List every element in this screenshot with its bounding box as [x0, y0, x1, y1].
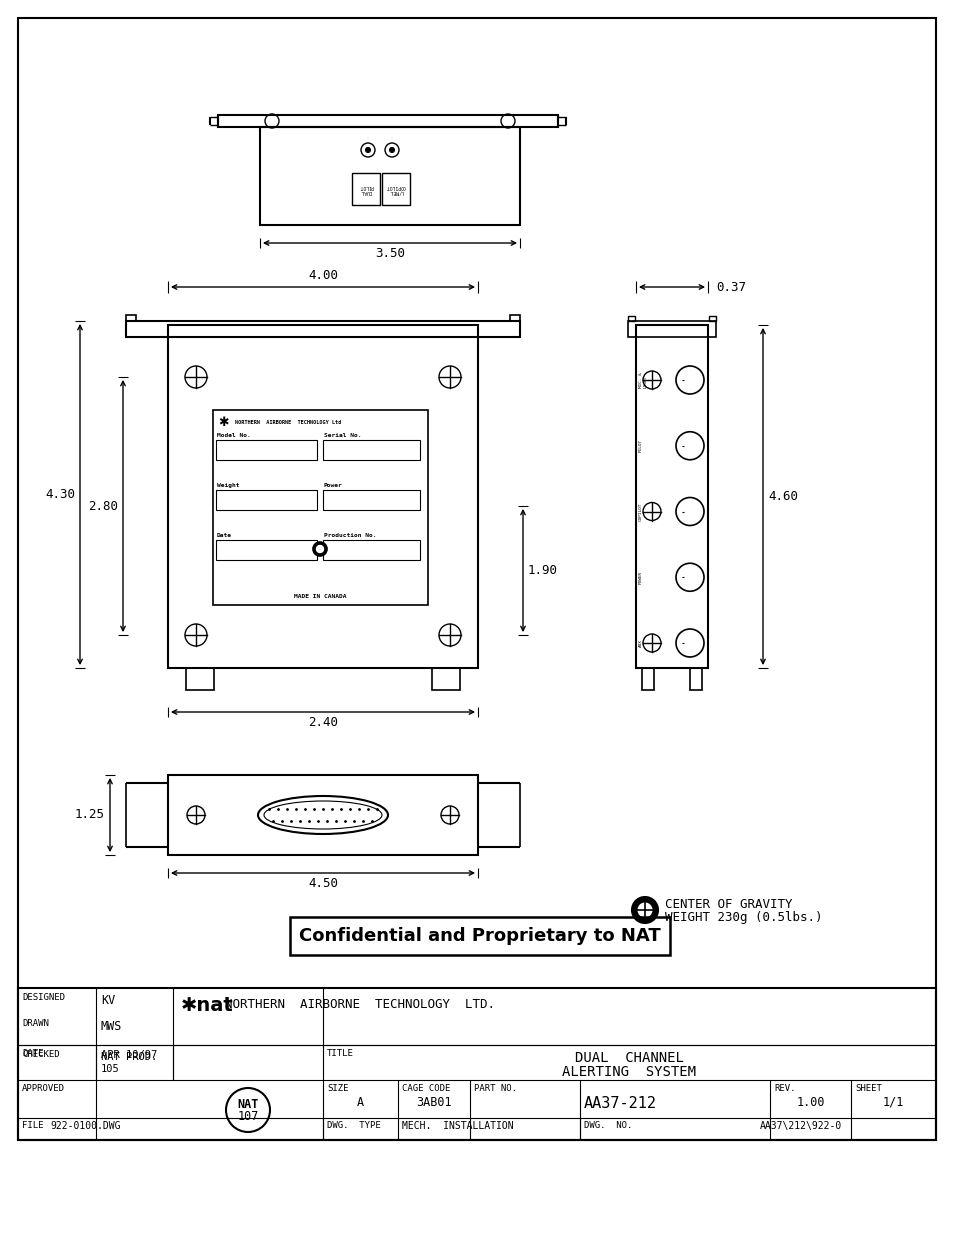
Circle shape	[365, 147, 370, 152]
Text: 3AB01: 3AB01	[416, 1095, 452, 1109]
Bar	[168, 325, 477, 668]
Bar	[381, 173, 410, 205]
Text: 1.25: 1.25	[75, 809, 105, 821]
Text: DUAL
PILOT: DUAL PILOT	[358, 184, 373, 194]
Text: SHEET: SHEET	[854, 1084, 881, 1093]
Text: 4.00: 4.00	[308, 269, 337, 282]
Text: Power: Power	[324, 483, 342, 488]
Text: KV: KV	[101, 994, 115, 1007]
Circle shape	[631, 897, 658, 923]
Text: MADE IN CANADA: MADE IN CANADA	[294, 594, 346, 599]
Text: Weight: Weight	[216, 483, 239, 488]
Text: 2.80: 2.80	[88, 499, 118, 513]
Text: 1/1: 1/1	[882, 1095, 903, 1109]
Text: FILE: FILE	[22, 1121, 44, 1130]
Ellipse shape	[264, 802, 381, 829]
Text: Confidential and Proprietary to NAT: Confidential and Proprietary to NAT	[299, 927, 660, 945]
Text: WEIGHT 230g (0.5lbs.): WEIGHT 230g (0.5lbs.)	[664, 911, 821, 925]
Bar	[627, 316, 635, 321]
Text: 4.60: 4.60	[767, 490, 797, 503]
Text: DWG.  NO.: DWG. NO.	[583, 1121, 632, 1130]
Text: DUAL  CHANNEL: DUAL CHANNEL	[575, 1051, 683, 1065]
Bar	[510, 315, 519, 321]
Bar	[18, 988, 935, 1140]
Bar	[213, 410, 428, 605]
Bar	[218, 115, 558, 127]
Text: APR 10/97: APR 10/97	[101, 1050, 157, 1060]
Text: 3.50: 3.50	[375, 247, 405, 261]
Text: POWER: POWER	[639, 571, 642, 584]
Bar	[126, 315, 136, 321]
Text: CAGE CODE: CAGE CODE	[401, 1084, 450, 1093]
Text: A: A	[356, 1095, 364, 1109]
Circle shape	[313, 542, 327, 556]
Text: REV.: REV.	[773, 1084, 795, 1093]
Bar	[186, 668, 213, 690]
Text: MIC. &
LIGHT: MIC. & LIGHT	[639, 372, 647, 388]
Text: Date: Date	[216, 534, 232, 538]
Bar	[126, 321, 519, 337]
Text: ✱: ✱	[217, 415, 228, 429]
Bar	[627, 321, 716, 337]
Text: APPROVED: APPROVED	[22, 1084, 65, 1093]
Text: CHECKED: CHECKED	[22, 1050, 59, 1058]
Text: ✱nat: ✱nat	[181, 995, 233, 1015]
Text: PART NO.: PART NO.	[474, 1084, 517, 1093]
Text: AA37-212: AA37-212	[583, 1097, 656, 1112]
Text: 922-0100.DWG: 922-0100.DWG	[50, 1121, 120, 1131]
Text: COPILOT: COPILOT	[639, 503, 642, 521]
Circle shape	[389, 147, 395, 152]
Bar	[352, 173, 379, 205]
Text: Model No.: Model No.	[216, 433, 251, 438]
Text: 4.30: 4.30	[45, 488, 75, 501]
Text: NORTHERN  AIRBORNE  TECHNOLOGY Ltd: NORTHERN AIRBORNE TECHNOLOGY Ltd	[234, 420, 341, 425]
Bar	[323, 440, 419, 459]
Bar	[215, 440, 316, 459]
Text: Serial No.: Serial No.	[324, 433, 361, 438]
Bar	[432, 668, 459, 690]
Bar	[641, 668, 654, 690]
Bar	[290, 918, 669, 955]
Text: 4.50: 4.50	[308, 877, 337, 890]
Text: MECH.  INSTALLATION: MECH. INSTALLATION	[401, 1121, 513, 1131]
Bar	[168, 776, 477, 855]
Text: 1.90: 1.90	[527, 564, 558, 577]
Text: 107: 107	[237, 1110, 258, 1124]
Text: AA37\212\922-0: AA37\212\922-0	[760, 1121, 841, 1131]
Bar	[708, 316, 716, 321]
Text: 0.37: 0.37	[716, 280, 745, 294]
Bar	[260, 127, 519, 225]
Text: NAT: NAT	[237, 1098, 258, 1110]
Text: Production No.: Production No.	[324, 534, 376, 538]
Text: DESIGNED: DESIGNED	[22, 993, 65, 1002]
Bar	[215, 490, 316, 510]
Text: 105: 105	[101, 1065, 120, 1074]
Text: ALERTING  SYSTEM: ALERTING SYSTEM	[562, 1065, 696, 1079]
Text: CENTER OF GRAVITY: CENTER OF GRAVITY	[664, 898, 792, 910]
Circle shape	[638, 904, 651, 916]
Text: SIZE: SIZE	[327, 1084, 348, 1093]
Bar	[215, 540, 316, 559]
Text: NORTHERN  AIRBORNE  TECHNOLOGY  LTD.: NORTHERN AIRBORNE TECHNOLOGY LTD.	[225, 998, 495, 1011]
Bar	[689, 668, 701, 690]
Text: DWG.  TYPE: DWG. TYPE	[327, 1121, 380, 1130]
Text: PILOT: PILOT	[639, 440, 642, 452]
Circle shape	[316, 546, 323, 552]
Text: TITLE: TITLE	[327, 1049, 354, 1058]
Text: DATE: DATE	[22, 1049, 44, 1058]
Text: AUX: AUX	[639, 638, 642, 647]
Text: DRAWN: DRAWN	[22, 1020, 49, 1029]
Bar	[636, 325, 707, 668]
Text: 2.40: 2.40	[308, 716, 337, 729]
Bar	[323, 540, 419, 559]
Text: NAT PROD.: NAT PROD.	[101, 1052, 157, 1062]
Text: L/MEL
COPILOT: L/MEL COPILOT	[386, 184, 406, 194]
Text: MWS: MWS	[101, 1020, 122, 1034]
Bar	[323, 490, 419, 510]
Text: 1.00: 1.00	[796, 1095, 824, 1109]
